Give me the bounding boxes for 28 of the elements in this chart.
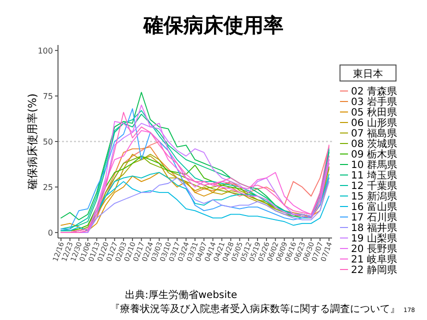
legend-label: 02 青森県 [351, 86, 397, 98]
legend-label: 07 福島県 [351, 128, 397, 140]
legend-label: 11 埼玉県 [351, 170, 397, 182]
legend-label: 16 富山県 [351, 201, 397, 213]
legend-label: 20 長野県 [351, 244, 397, 255]
legend-label: 12 千葉県 [351, 180, 397, 192]
chart-title: 確保病床使用率 [142, 13, 284, 37]
y-axis-title: 確保病床使用率(%) [26, 93, 39, 191]
legend-label: 19 山梨県 [351, 232, 397, 244]
y-tick-label: 25 [42, 182, 53, 192]
source-note: 出典:厚生労働省website [125, 289, 238, 301]
legend-label: 06 山形県 [351, 117, 397, 129]
y-tick-label: 0 [48, 228, 53, 238]
legend-label: 17 石川県 [351, 212, 397, 224]
legend-label: 03 岩手県 [351, 96, 397, 108]
legend-label: 18 福井県 [351, 222, 397, 234]
text: 『療養状況等及び入院患者受入病床数等に関する調査について』 [110, 303, 400, 315]
y-tick-label: 50 [42, 137, 53, 146]
legend-label: 08 茨城県 [351, 138, 397, 150]
legend-label: 10 群馬県 [351, 159, 397, 171]
legend-title: 東日本 [353, 68, 383, 80]
legend-label: 22 静岡県 [351, 264, 397, 276]
legend-label: 09 栃木県 [351, 148, 397, 160]
legend-label: 21 岐阜県 [351, 254, 397, 266]
legend-label: 15 新潟県 [351, 190, 397, 202]
legend-label: 05 秋田県 [351, 106, 397, 118]
y-tick-label: 100 [38, 46, 53, 56]
y-tick-label: 75 [42, 92, 53, 101]
